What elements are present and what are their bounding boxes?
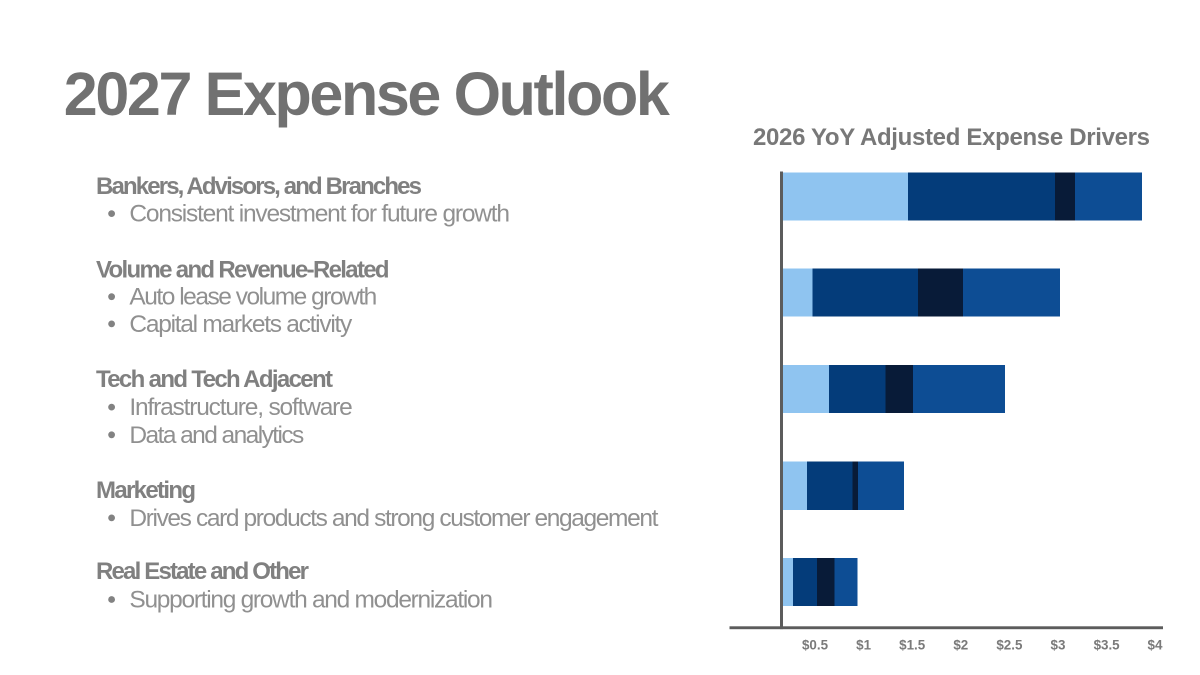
svg-text:$1.5: $1.5 xyxy=(899,637,926,652)
svg-text:Auto lease volume growth: Auto lease volume growth xyxy=(129,284,377,311)
svg-text:Data and analytics: Data and analytics xyxy=(129,422,304,449)
svg-text:2026 YoY Adjusted Expense Driv: 2026 YoY Adjusted Expense Drivers xyxy=(753,124,1150,151)
svg-text:$2: $2 xyxy=(953,637,968,652)
svg-text:Drives card products and stron: Drives card products and strong customer… xyxy=(129,505,658,532)
svg-text:2027 Expense Outlook: 2027 Expense Outlook xyxy=(64,60,670,128)
svg-text:$4: $4 xyxy=(1148,637,1163,652)
svg-text:Infrastructure, software: Infrastructure, software xyxy=(129,394,352,421)
svg-text:$3.5: $3.5 xyxy=(1094,637,1121,652)
svg-text:$0.5: $0.5 xyxy=(802,637,829,652)
svg-text:Tech and Tech Adjacent: Tech and Tech Adjacent xyxy=(96,366,333,393)
svg-text:Supporting growth and moderniz: Supporting growth and modernization xyxy=(129,587,493,614)
svg-text:Volume and Revenue-Related: Volume and Revenue-Related xyxy=(96,257,390,284)
svg-text:$3: $3 xyxy=(1051,637,1066,652)
svg-text:Real Estate and Other: Real Estate and Other xyxy=(96,558,309,585)
svg-text:Consistent investment for futu: Consistent investment for future growth xyxy=(129,201,510,228)
svg-text:Marketing: Marketing xyxy=(96,477,196,504)
svg-text:$2.5: $2.5 xyxy=(996,637,1023,652)
svg-text:$1: $1 xyxy=(856,637,871,652)
svg-text:Capital markets activity: Capital markets activity xyxy=(129,311,353,338)
svg-text:Bankers, Advisors, and Branche: Bankers, Advisors, and Branches xyxy=(96,173,422,200)
